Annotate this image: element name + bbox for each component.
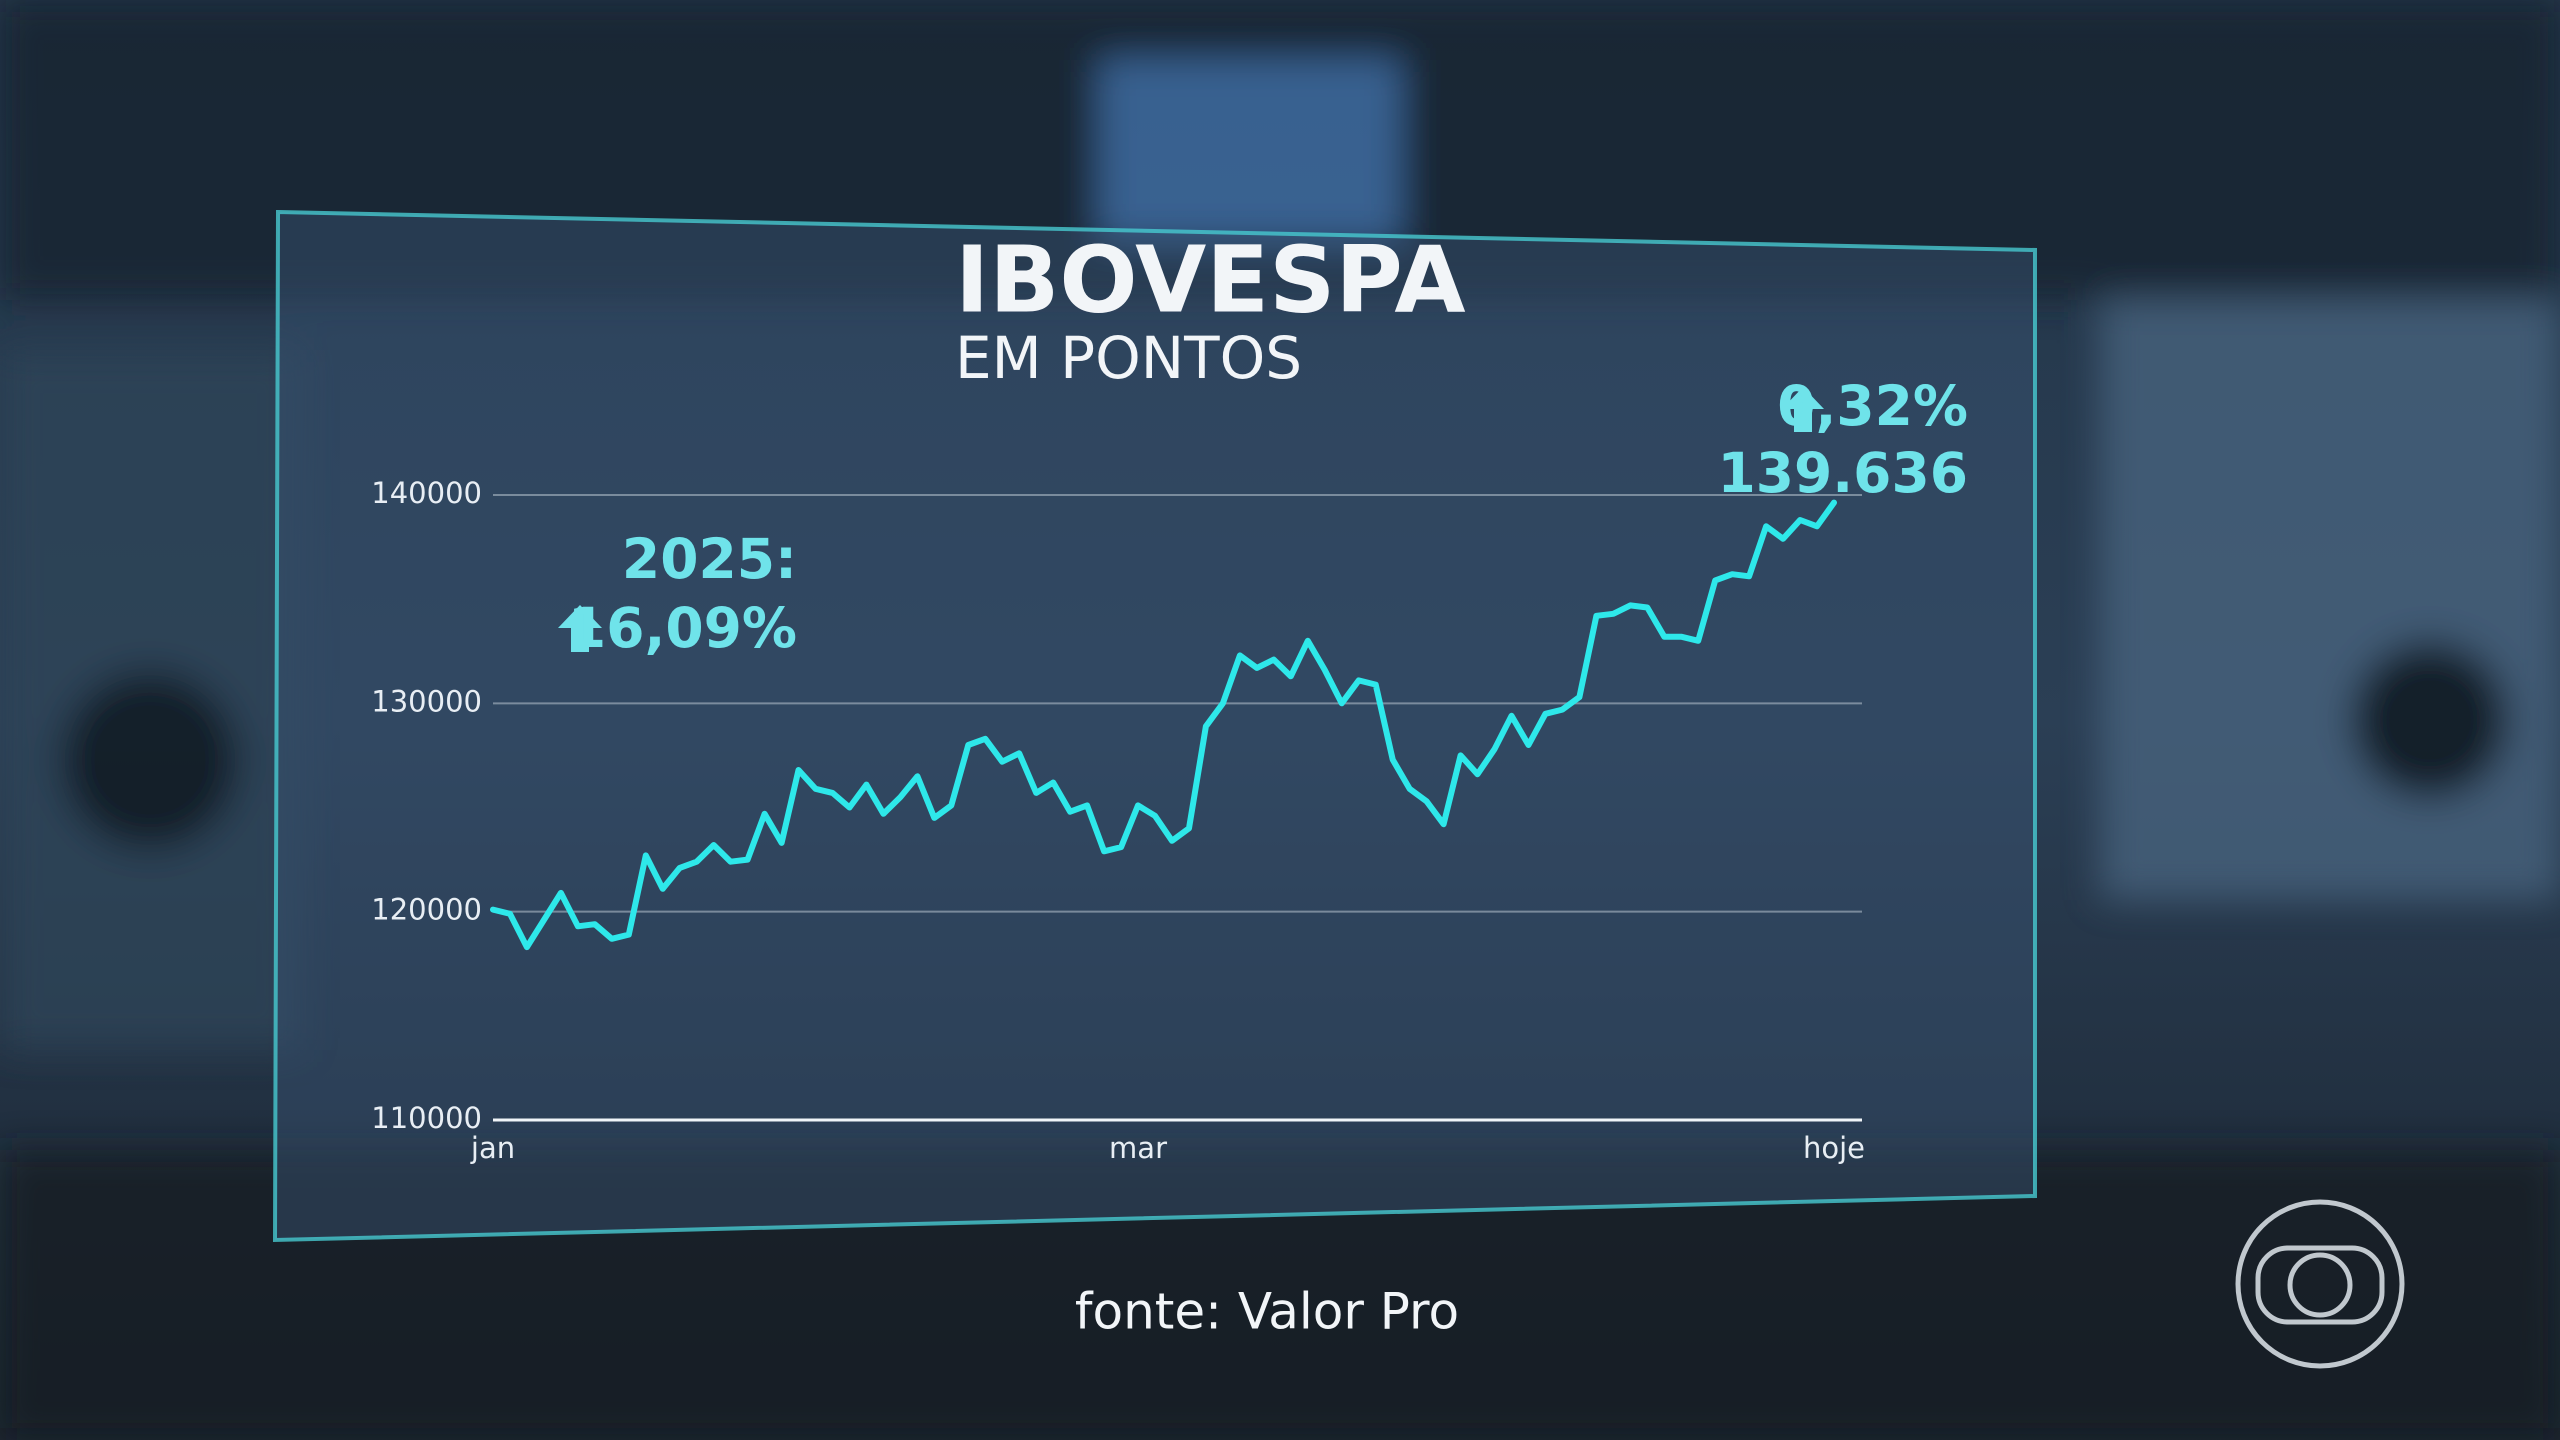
y-tick-label: 140000 [371, 476, 482, 510]
up-arrow-icon [1782, 387, 1824, 432]
annotation-day: 0,32% [1777, 374, 1968, 438]
y-tick-label: 120000 [371, 893, 482, 927]
up-arrow-icon [558, 605, 602, 652]
x-tick-label: hoje [1803, 1131, 1865, 1165]
x-tick-label: mar [1109, 1131, 1167, 1165]
source-note: fonte: Valor Pro [1075, 1283, 1459, 1341]
annotation-year: 2025: [622, 527, 797, 591]
y-tick-label: 130000 [371, 684, 482, 718]
broadcaster-logo [2235, 1199, 2405, 1369]
chart-panel [272, 209, 2037, 1243]
chart-title: IBOVESPA [955, 226, 1466, 333]
chart-subtitle: EM PONTOS [955, 324, 1302, 392]
value-label: 139.636 [1717, 441, 1968, 505]
data-line [490, 499, 1837, 951]
x-tick-label: jan [470, 1131, 515, 1165]
annotation-ytd: 16,09% [568, 596, 797, 660]
y-tick-label: 110000 [371, 1101, 482, 1135]
